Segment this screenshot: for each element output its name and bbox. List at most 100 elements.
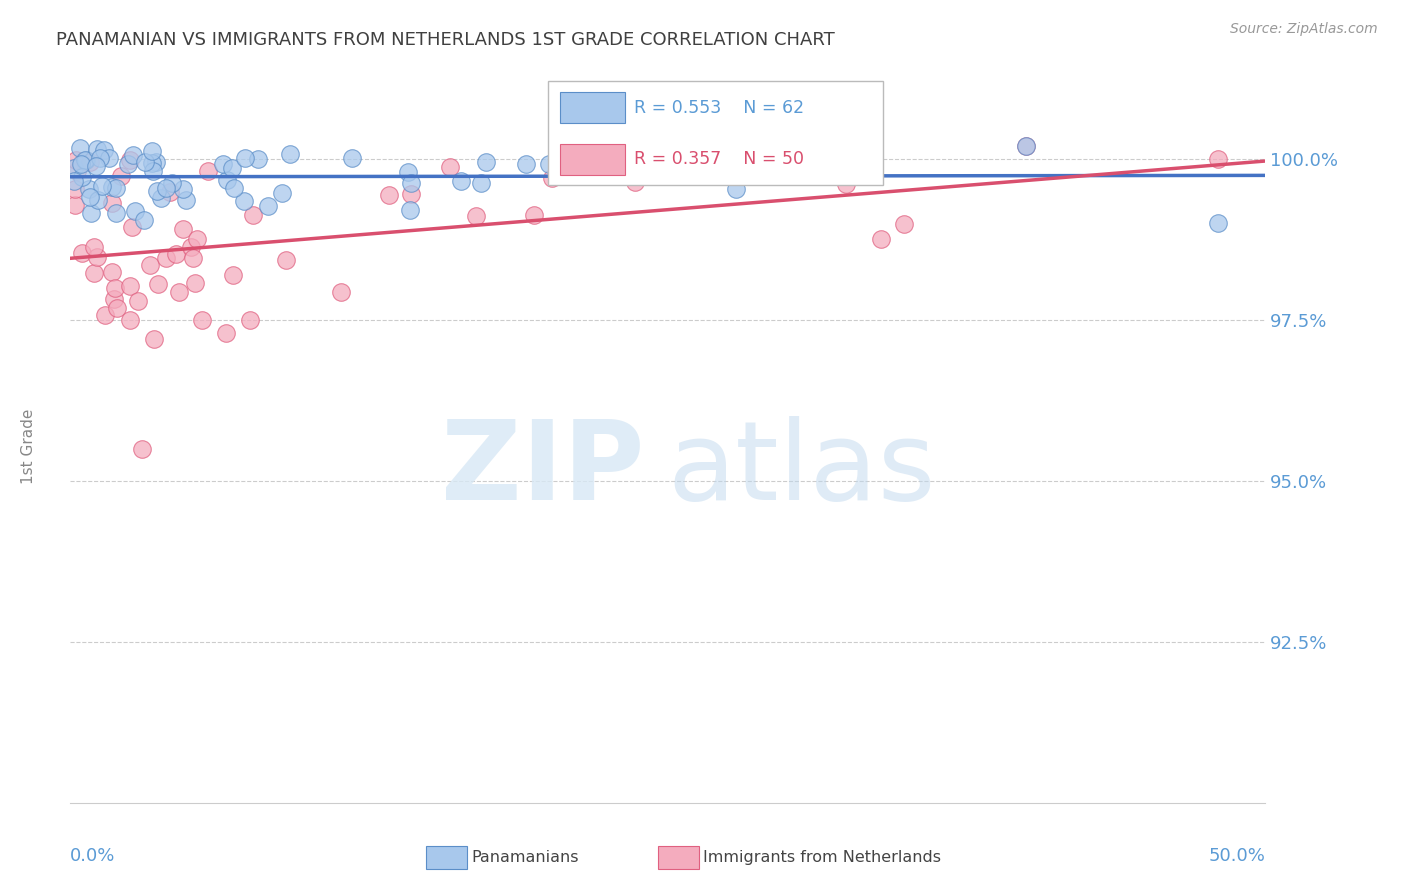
Text: Panamanians: Panamanians <box>471 850 578 864</box>
Point <box>131 442 153 456</box>
Point <box>73 153 96 168</box>
Point <box>145 154 167 169</box>
Point <box>80 206 103 220</box>
Point <box>150 191 173 205</box>
Point <box>399 202 422 217</box>
Text: R = 0.553    N = 62: R = 0.553 N = 62 <box>634 99 804 117</box>
Point <box>84 159 107 173</box>
Point <box>278 147 301 161</box>
Point <box>221 161 243 175</box>
Point <box>146 185 169 199</box>
Point <box>63 173 86 187</box>
Text: 1st Grade: 1st Grade <box>21 409 35 483</box>
Point <box>624 175 647 189</box>
Point <box>134 213 156 227</box>
Point <box>105 206 128 220</box>
Point <box>191 313 214 327</box>
Point <box>63 161 86 175</box>
Point <box>120 313 141 327</box>
Point <box>211 157 233 171</box>
Point <box>835 177 858 191</box>
Point <box>239 313 262 327</box>
Point <box>141 144 163 158</box>
Point <box>63 198 86 212</box>
Point <box>792 142 814 156</box>
Point <box>86 193 108 207</box>
Point <box>893 217 915 231</box>
Point <box>134 154 156 169</box>
Point <box>69 141 91 155</box>
Point <box>396 165 419 179</box>
Point <box>110 169 132 183</box>
Point <box>141 156 163 170</box>
Point <box>270 186 292 200</box>
Point <box>330 285 353 299</box>
Point <box>217 173 239 187</box>
Point <box>101 180 124 194</box>
FancyBboxPatch shape <box>561 92 624 123</box>
Point <box>143 332 166 346</box>
Point <box>186 232 208 246</box>
FancyBboxPatch shape <box>548 81 883 185</box>
Point <box>222 268 245 283</box>
Point <box>118 153 141 168</box>
Point <box>86 250 108 264</box>
Point <box>79 154 101 169</box>
Point <box>146 277 169 291</box>
Point <box>93 144 115 158</box>
Point <box>75 153 97 167</box>
Point <box>172 222 194 236</box>
Point <box>257 199 280 213</box>
Point <box>276 253 298 268</box>
Point <box>65 153 87 167</box>
Point <box>105 301 128 315</box>
Point <box>70 157 93 171</box>
Point <box>541 170 564 185</box>
Point <box>571 146 593 161</box>
Point <box>475 154 498 169</box>
Point <box>93 308 115 322</box>
Point <box>399 177 422 191</box>
Point <box>160 176 183 190</box>
Text: 0.0%: 0.0% <box>70 847 115 865</box>
Point <box>79 190 101 204</box>
Point <box>1206 216 1229 230</box>
Text: Source: ZipAtlas.com: Source: ZipAtlas.com <box>1230 22 1378 37</box>
Point <box>869 232 891 246</box>
Point <box>91 178 114 193</box>
Point <box>180 240 202 254</box>
FancyBboxPatch shape <box>561 144 624 175</box>
Point <box>450 174 472 188</box>
Point <box>439 160 461 174</box>
Point <box>127 294 149 309</box>
Point <box>377 188 399 202</box>
Point <box>101 265 124 279</box>
Text: PANAMANIAN VS IMMIGRANTS FROM NETHERLANDS 1ST GRADE CORRELATION CHART: PANAMANIAN VS IMMIGRANTS FROM NETHERLAND… <box>56 31 835 49</box>
Text: R = 0.357    N = 50: R = 0.357 N = 50 <box>634 151 804 169</box>
Point <box>464 209 486 223</box>
Point <box>86 142 108 156</box>
Point <box>121 219 143 234</box>
Point <box>77 182 100 196</box>
Point <box>1015 139 1038 153</box>
Point <box>124 203 146 218</box>
Point <box>103 292 125 306</box>
Point <box>181 252 204 266</box>
Point <box>214 326 236 340</box>
Point <box>155 181 177 195</box>
Point <box>83 266 105 280</box>
Point <box>233 151 256 165</box>
Text: 50.0%: 50.0% <box>1209 847 1265 865</box>
Point <box>232 194 254 208</box>
Point <box>65 164 87 178</box>
Point <box>222 180 245 194</box>
Point <box>139 258 162 272</box>
Point <box>121 148 143 162</box>
Text: Immigrants from Netherlands: Immigrants from Netherlands <box>703 850 941 864</box>
Point <box>159 185 181 199</box>
Point <box>117 156 139 170</box>
Point <box>686 160 709 174</box>
Point <box>247 152 270 166</box>
Point <box>70 170 93 185</box>
Point <box>103 281 125 295</box>
